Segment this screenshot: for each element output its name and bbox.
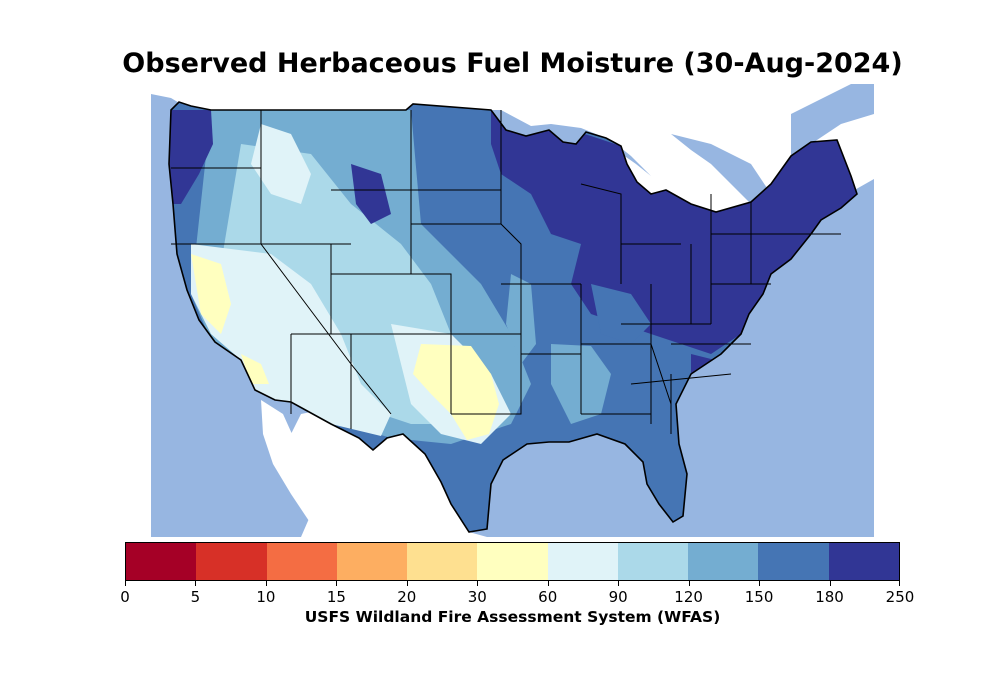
colorbar [125, 542, 900, 581]
colorbar-segment-1 [196, 543, 267, 580]
map-title: Observed Herbaceous Fuel Moisture (30-Au… [122, 48, 903, 79]
colorbar-segment-9 [758, 543, 829, 580]
colorbar-tick-mark [125, 581, 126, 586]
great-lakes [551, 84, 874, 204]
state-borders [171, 110, 841, 434]
colorbar-segment-10 [828, 543, 899, 580]
mexico-land [281, 410, 487, 537]
colorbar-segment-0 [126, 543, 197, 580]
colorbar-tick-label: 60 [538, 588, 558, 606]
colorbar-segment-3 [336, 543, 408, 580]
colorbar-tick-mark [265, 581, 267, 586]
colorbar-segment-2 [266, 543, 337, 580]
colorbar-tick-mark [688, 581, 690, 586]
colorbar-tick-mark [336, 581, 338, 586]
colorbar-tick-label: 90 [608, 588, 628, 606]
colorbar-tick-label: 120 [674, 588, 703, 606]
colorbar-ticks: 0 5 10 15 20 30 60 90 120 150 180 250 [120, 581, 914, 611]
colorbar-tick-label: 5 [190, 588, 201, 606]
colorbar-tick-label: 180 [815, 588, 844, 606]
colorbar-tick-mark [406, 581, 408, 586]
colorbar-tick-mark [195, 581, 197, 586]
colorbar-label: USFS Wildland Fire Assessment System (WF… [304, 608, 721, 626]
us-outline [168, 101, 858, 533]
baja-land [261, 400, 327, 524]
colorbar-tick-label: 0 [120, 588, 130, 606]
colorbar-tick-label: 20 [397, 588, 417, 606]
colorbar-segment-8 [688, 543, 759, 580]
colorbar-segment-5 [477, 543, 548, 580]
colorbar-tick-mark [899, 581, 900, 586]
colorbar-tick-label: 15 [326, 588, 346, 606]
colorbar-tick-label: 10 [256, 588, 276, 606]
fuel-moisture-map [151, 84, 874, 537]
colorbar-tick-label: 30 [467, 588, 487, 606]
colorbar-tick-label: 150 [744, 588, 774, 606]
colorbar-tick-mark [759, 581, 761, 586]
colorbar-tick-mark [618, 581, 620, 586]
colorbar-tick-mark [547, 581, 549, 586]
colorbar-tick-mark [477, 581, 479, 586]
colorbar-tick-mark [829, 581, 831, 586]
colorbar-segment-4 [407, 543, 478, 580]
colorbar-tick-label: 250 [885, 588, 915, 606]
colorbar-segment-7 [617, 543, 689, 580]
colorbar-segment-6 [547, 543, 618, 580]
